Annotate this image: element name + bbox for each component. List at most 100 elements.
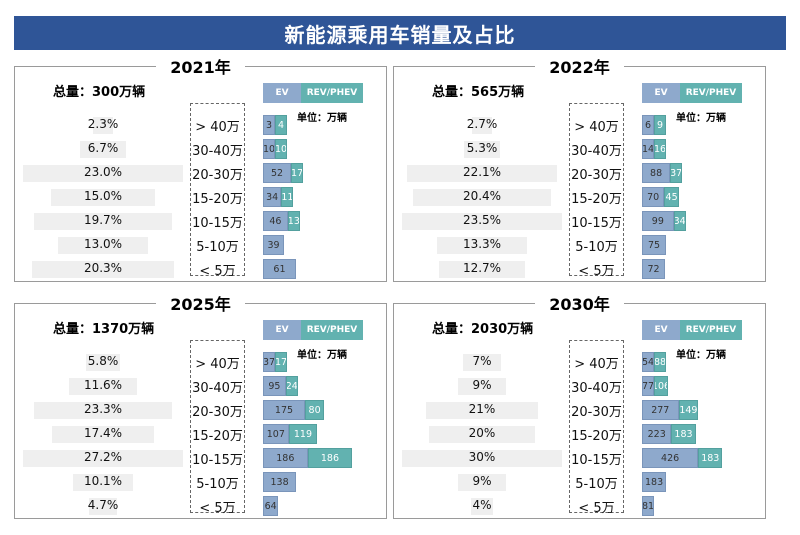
price-band-box — [569, 103, 624, 276]
price-band-label: 20-30万 — [192, 168, 243, 183]
share-bar — [73, 474, 133, 491]
share-bar — [438, 261, 526, 278]
share-bar — [34, 213, 172, 230]
price-band-box — [569, 340, 624, 513]
share-bar — [34, 402, 172, 419]
panel-2025: 2025年 总量：1370万辆 EV REV/PHEV 单位：万辆 5.8% > … — [14, 295, 387, 519]
legend-ev: EV — [642, 83, 680, 103]
price-band-label: < 5万 — [578, 501, 615, 516]
price-band-label: 10-15万 — [192, 453, 243, 468]
ev-bar: 10 — [263, 139, 275, 159]
total-label: 总量：2030万辆 — [432, 322, 534, 337]
share-label: 9% — [472, 474, 492, 488]
share-label: 13.0% — [83, 237, 123, 251]
share-bar — [23, 165, 183, 182]
price-band-label: > 40万 — [195, 120, 240, 135]
price-band-label: 30-40万 — [192, 381, 243, 396]
ev-bar: 39 — [263, 235, 285, 255]
legend-rev-phev: REV/PHEV — [301, 320, 363, 340]
price-band-label: 15-20万 — [192, 192, 243, 207]
legend-rev-phev: REV/PHEV — [680, 83, 742, 103]
ev-bar: 183 — [642, 472, 667, 492]
ev-bar: 77 — [642, 376, 654, 396]
ev-bar: 72 — [642, 259, 666, 279]
unit-label: 单位：万辆 — [676, 113, 726, 124]
share-label: 17.4% — [83, 426, 123, 440]
year-label: 2030年 — [394, 291, 765, 315]
share-label: 13.3% — [462, 237, 502, 251]
rev-phev-bar: 106 — [654, 376, 668, 396]
share-bar — [426, 402, 538, 419]
panel-2030: 2030年 总量：2030万辆 EV REV/PHEV 单位：万辆 7% > 40… — [393, 295, 766, 519]
total-label: 总量：565万辆 — [432, 85, 525, 100]
share-bar — [472, 117, 492, 134]
share-label: 10.1% — [83, 474, 123, 488]
ev-bar: 6 — [642, 115, 654, 135]
share-bar — [32, 261, 174, 278]
share-bar — [471, 498, 493, 515]
share-label: 5.8% — [87, 354, 119, 368]
price-band-label: 5-10万 — [575, 477, 618, 492]
year-label: 2022年 — [394, 54, 765, 78]
rev-phev-bar: 37 — [670, 163, 683, 183]
rev-phev-bar: 119 — [288, 424, 318, 444]
price-band-label: > 40万 — [574, 120, 619, 135]
rev-phev-bar: 34 — [673, 211, 686, 231]
ev-bar: 107 — [263, 424, 289, 444]
ev-bar: 99 — [642, 211, 674, 231]
price-band-label: 15-20万 — [571, 429, 622, 444]
share-bar — [50, 189, 156, 206]
rev-phev-bar: 88 — [654, 352, 666, 372]
share-bar — [463, 141, 501, 158]
ev-bar: 426 — [642, 448, 699, 468]
ev-bar: 52 — [263, 163, 292, 183]
price-band-label: < 5万 — [199, 501, 236, 516]
ev-bar: 14 — [642, 139, 654, 159]
share-label: 4% — [472, 498, 492, 512]
chart-title: 新能源乘用车销量及占比 — [14, 16, 786, 50]
price-band-label: 20-30万 — [571, 405, 622, 420]
price-band-label: 10-15万 — [571, 453, 622, 468]
rev-phev-bar: 10 — [275, 139, 287, 159]
ev-bar: 64 — [263, 496, 279, 516]
rev-phev-bar: 183 — [671, 424, 696, 444]
share-label: 19.7% — [83, 213, 123, 227]
share-label: 27.2% — [83, 450, 123, 464]
share-label: 23.5% — [462, 213, 502, 227]
rev-phev-bar: 13 — [287, 211, 300, 231]
ev-bar: 175 — [263, 400, 305, 420]
price-band-label: 30-40万 — [571, 381, 622, 396]
price-band-label: 10-15万 — [192, 216, 243, 231]
legend-ev: EV — [263, 320, 301, 340]
panel-2021: 2021年 总量：300万辆 EV REV/PHEV 单位：万辆 2.3% > 4… — [14, 58, 387, 282]
share-label: 22.1% — [462, 165, 502, 179]
rev-phev-bar: 186 — [307, 448, 353, 468]
share-bar — [463, 354, 501, 371]
share-bar — [23, 450, 183, 467]
share-label: 2.3% — [87, 117, 119, 131]
ev-bar: 61 — [263, 259, 296, 279]
year-label: 2025年 — [15, 291, 386, 315]
rev-phev-bar: 17 — [275, 352, 287, 372]
panel-2022: 2022年 总量：565万辆 EV REV/PHEV 单位：万辆 2.7% > 4… — [393, 58, 766, 282]
share-bar — [93, 117, 113, 134]
share-bar — [458, 474, 506, 491]
ev-bar: 37 — [263, 352, 275, 372]
legend-ev: EV — [263, 83, 301, 103]
ev-bar: 138 — [263, 472, 297, 492]
share-label: 23.3% — [83, 402, 123, 416]
share-bar — [402, 213, 562, 230]
legend-rev-phev: REV/PHEV — [680, 320, 742, 340]
share-label: 9% — [472, 378, 492, 392]
share-label: 2.7% — [466, 117, 498, 131]
share-label: 20% — [468, 426, 496, 440]
price-band-label: < 5万 — [199, 264, 236, 279]
unit-label: 单位：万辆 — [297, 113, 347, 124]
year-label: 2021年 — [15, 54, 386, 78]
rev-phev-bar: 149 — [678, 400, 699, 420]
share-bar — [85, 354, 121, 371]
price-band-box — [190, 103, 245, 276]
ev-bar: 34 — [263, 187, 282, 207]
share-bar — [412, 189, 552, 206]
price-band-label: 15-20万 — [571, 192, 622, 207]
